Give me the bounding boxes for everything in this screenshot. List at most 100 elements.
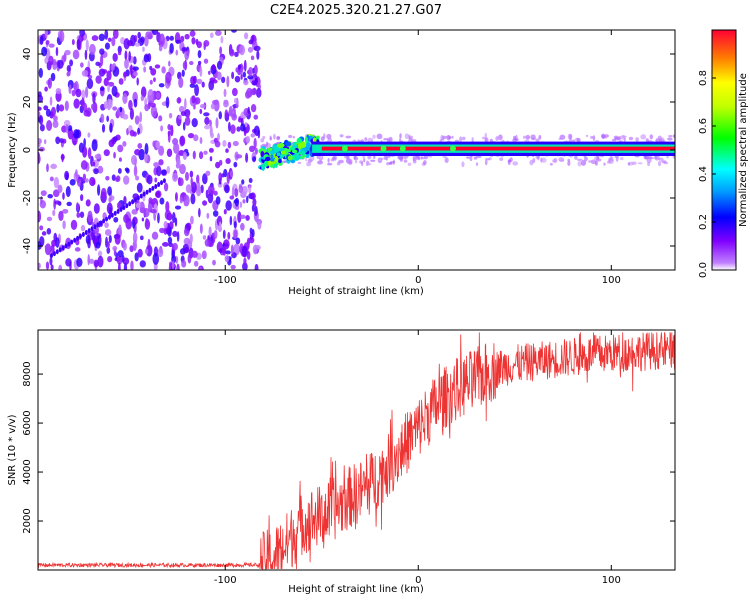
noise-blob <box>94 153 102 160</box>
noise-blob <box>39 225 44 231</box>
halo-blob <box>592 135 596 141</box>
noise-blob <box>179 135 186 146</box>
noise-blob <box>239 214 246 219</box>
noise-blob <box>197 60 202 66</box>
halo-blob <box>319 158 323 162</box>
noise-blob <box>182 121 186 131</box>
noise-blob <box>191 250 198 258</box>
halo-blob <box>530 134 536 140</box>
onset-blob <box>278 143 285 148</box>
halo-blob <box>440 138 445 141</box>
noise-blob <box>158 44 163 52</box>
chart-title: C2E4.2025.320.21.27.G07 <box>270 3 442 18</box>
y-tick-label: 40 <box>22 48 33 61</box>
noise-blob <box>64 170 70 181</box>
noise-blob <box>225 158 231 165</box>
noise-blob <box>135 175 140 181</box>
streak-point <box>119 207 123 213</box>
halo-blob <box>321 155 324 160</box>
noise-blob <box>230 244 234 255</box>
noise-blob <box>246 250 251 260</box>
halo-blob <box>346 157 351 163</box>
noise-blob <box>65 258 72 267</box>
noise-blob <box>243 79 249 86</box>
noise-blob <box>237 211 242 223</box>
noise-blob <box>93 203 100 214</box>
noise-blob <box>74 247 81 252</box>
noise-blob <box>123 214 130 224</box>
noise-blob <box>87 132 91 138</box>
halo-blob <box>354 160 358 164</box>
noise-blob <box>100 54 104 67</box>
noise-blob <box>131 209 136 215</box>
noise-blob <box>218 221 222 232</box>
noise-blob <box>152 252 160 265</box>
streak-point <box>102 218 106 224</box>
halo-blob <box>297 161 302 165</box>
noise-blob <box>72 49 80 60</box>
noise-blob <box>153 77 156 83</box>
halo-blob <box>620 156 624 161</box>
noise-blob <box>178 115 182 120</box>
halo-blob <box>466 156 471 159</box>
noise-blob <box>129 64 133 76</box>
halo-blob <box>567 160 571 166</box>
noise-blob <box>170 124 174 137</box>
noise-blob <box>128 50 131 62</box>
x-tick-label: 0 <box>415 575 421 586</box>
noise-blob <box>189 61 194 66</box>
streak-point <box>93 224 97 230</box>
noise-blob <box>99 48 105 55</box>
noise-blob <box>85 39 89 52</box>
noise-blob <box>158 83 165 88</box>
halo-blob <box>595 158 602 162</box>
halo-blob <box>627 162 631 166</box>
noise-blob <box>222 140 227 147</box>
noise-blob <box>211 99 219 105</box>
noise-blob <box>119 106 123 113</box>
noise-blob <box>184 33 190 40</box>
halo-blob <box>512 138 518 142</box>
noise-blob <box>201 250 207 260</box>
onset-blob <box>275 155 279 163</box>
streak-point <box>99 220 103 226</box>
noise-blob <box>182 151 187 160</box>
noise-blob <box>162 242 169 247</box>
halo-blob <box>532 158 536 163</box>
noise-blob <box>186 222 192 231</box>
streak-point <box>131 199 135 205</box>
noise-blob <box>212 259 216 266</box>
noise-blob <box>55 237 60 248</box>
noise-blob <box>197 50 202 59</box>
x-tick-label: -100 <box>214 275 237 286</box>
noise-blob <box>38 210 42 223</box>
halo-blob <box>601 134 606 139</box>
onset-blob <box>301 150 306 157</box>
noise-blob <box>92 161 96 167</box>
noise-blob <box>64 49 71 56</box>
noise-blob <box>55 136 61 145</box>
noise-blob <box>55 88 62 95</box>
streak-point <box>55 249 59 255</box>
noise-blob <box>157 212 160 224</box>
halo-blob <box>617 137 621 141</box>
noise-blob <box>203 150 208 155</box>
noise-blob <box>91 35 99 42</box>
halo-blob <box>277 136 280 139</box>
noise-blob <box>158 145 165 156</box>
halo-blob <box>590 135 594 139</box>
noise-blob <box>77 178 82 187</box>
noise-blob <box>117 51 122 56</box>
noise-blob <box>194 97 201 105</box>
noise-blob <box>129 245 134 253</box>
noise-blob <box>249 192 256 200</box>
noise-blob <box>122 113 129 120</box>
halo-blob <box>525 134 531 140</box>
y-tick-label: 0 <box>22 147 33 153</box>
noise-blob <box>85 199 91 207</box>
noise-blob <box>247 106 250 115</box>
noise-blob <box>103 77 109 87</box>
noise-blob <box>224 109 229 120</box>
halo-blob <box>459 136 463 142</box>
noise-blob <box>233 161 238 168</box>
